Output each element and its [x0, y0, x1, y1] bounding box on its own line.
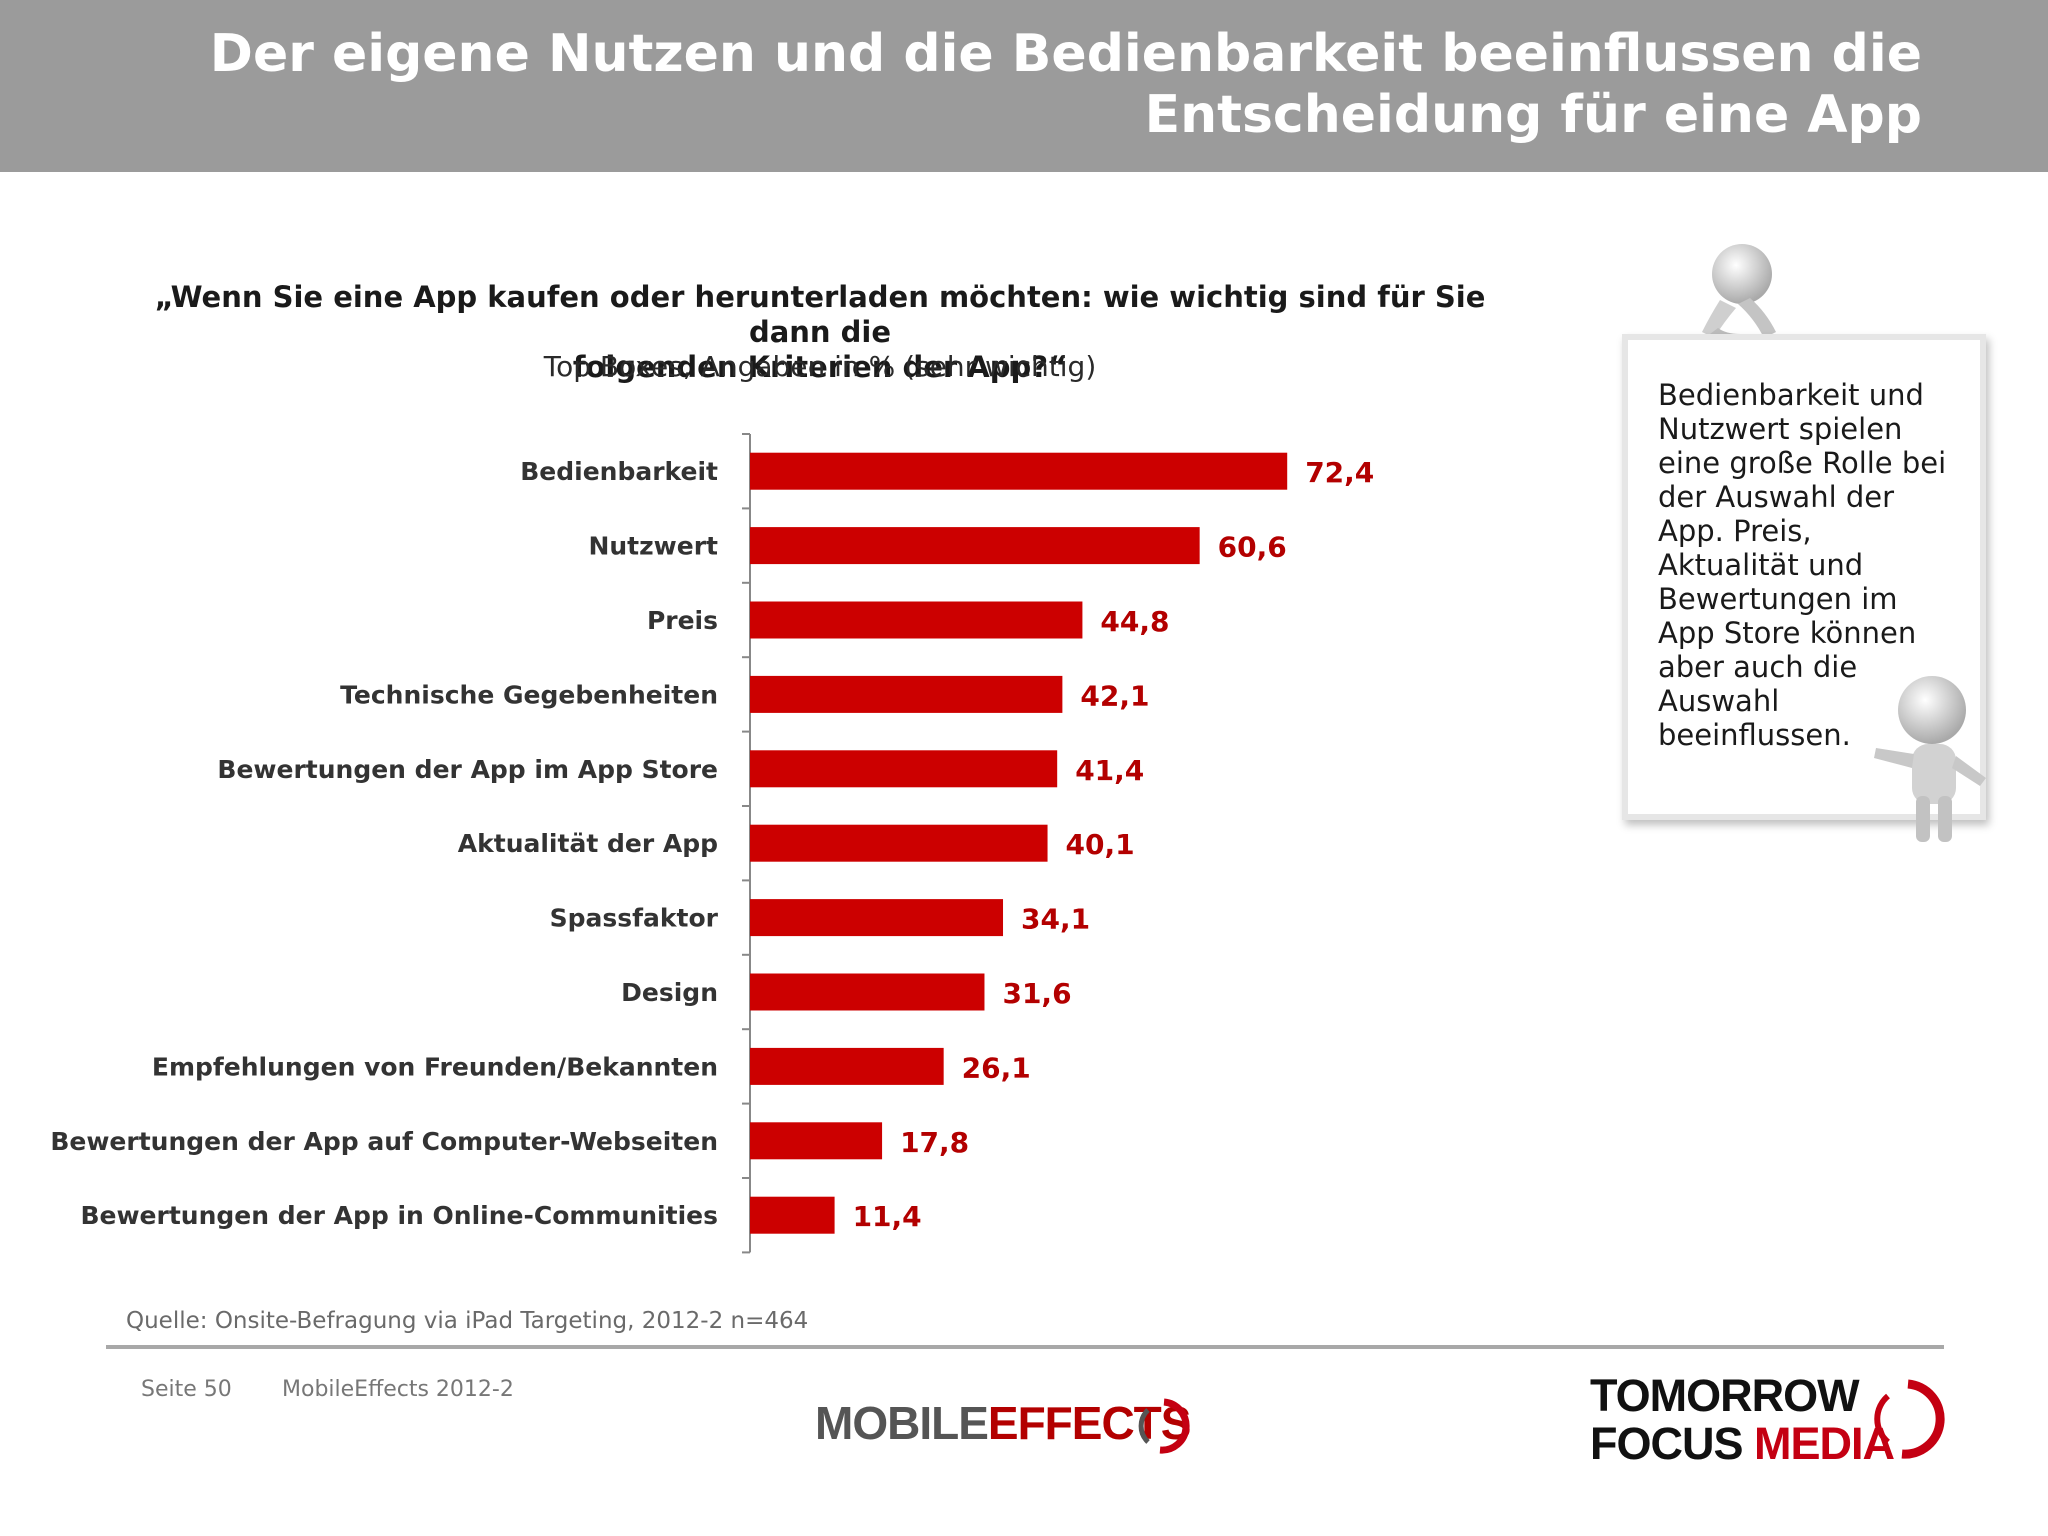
data-label: 41,4 [1075, 754, 1144, 787]
logo-mobile-word: MOBILE [815, 1397, 989, 1449]
bar [750, 1196, 835, 1234]
source-note: Quelle: Onsite-Befragung via iPad Target… [126, 1308, 809, 1334]
data-label: 60,6 [1218, 531, 1287, 564]
logo-effects-word: EFFECTS [987, 1397, 1192, 1449]
bar [750, 675, 1063, 713]
bar [750, 601, 1083, 639]
category-label: Spassfaktor [550, 904, 719, 933]
data-label: 40,1 [1066, 828, 1135, 861]
logo-media-word: MEDIA [1754, 1418, 1895, 1469]
category-label: Technische Gegebenheiten [340, 680, 718, 709]
survey-question-line-2: folgenden Kriterien der App?“ [572, 350, 1068, 384]
callout-text: Bedienbarkeit und Nutzwert spielen eine … [1658, 378, 1947, 752]
slide-title: Der eigene Nutzen und die Bedienbarkeit … [122, 24, 1922, 146]
logo-tomorrow-word: TOMORROW [1590, 1370, 1860, 1421]
bar [750, 1047, 944, 1085]
tomorrow-focus-media-ring-icon [1874, 1379, 1945, 1459]
data-label: 34,1 [1021, 903, 1090, 936]
header-band [0, 0, 2048, 172]
bar-chart: Bedienbarkeit 72,4 Nutzwert 60,6 Preis 44,8 Te… [50, 433, 1374, 1254]
data-label: 72,4 [1305, 456, 1374, 489]
data-label: 44,8 [1100, 605, 1169, 638]
bar [750, 1122, 883, 1160]
category-label: Bewertungen der App in Online-Communitie… [80, 1201, 718, 1230]
category-label: Bewertungen der App im App Store [217, 755, 718, 784]
pointing-figure-icon [1874, 676, 1986, 842]
bar [750, 899, 1004, 937]
category-label: Design [621, 978, 718, 1007]
bar [750, 973, 985, 1011]
category-label: Preis [647, 606, 718, 635]
logo-focus-word: FOCUS [1590, 1418, 1743, 1469]
study-name: MobileEffects 2012-2 [282, 1377, 514, 1402]
category-label: Bewertungen der App auf Computer-Webseit… [50, 1127, 718, 1156]
page-number: Seite 50 [141, 1377, 232, 1402]
bar [750, 452, 1288, 490]
mobile-effects-logo: MOBILEEFFECTS [815, 1396, 1192, 1450]
data-label: 26,1 [962, 1051, 1031, 1084]
category-label: Aktualität der App [458, 829, 718, 858]
mobile-effects-ring-icon [1138, 1398, 1190, 1454]
data-label: 17,8 [900, 1126, 969, 1159]
tomorrow-focus-media-logo: TOMORROW FOCUS MEDIA [1590, 1370, 1895, 1469]
survey-question-line-1: „Wenn Sie eine App kaufen oder herunterl… [154, 280, 1486, 349]
category-label: Nutzwert [588, 532, 718, 561]
category-label: Bedienbarkeit [520, 457, 718, 486]
data-label: 42,1 [1080, 679, 1149, 712]
category-label: Empfehlungen von Freunden/Bekannten [152, 1052, 718, 1081]
bar [750, 527, 1200, 565]
footer-divider [106, 1345, 1944, 1349]
slide-title-line-1: Der eigene Nutzen und die Bedienbarkeit … [209, 24, 1922, 84]
bar [750, 824, 1048, 862]
slide-title-line-2: Entscheidung für eine App [1144, 85, 1922, 145]
chart-subtitle: Top Boxes, Angaben in % (sehr wichtig) [543, 350, 1097, 383]
survey-question: „Wenn Sie eine App kaufen oder herunterl… [150, 280, 1490, 385]
bar [750, 750, 1058, 788]
data-label: 31,6 [1002, 977, 1071, 1010]
data-label: 11,4 [853, 1200, 922, 1233]
